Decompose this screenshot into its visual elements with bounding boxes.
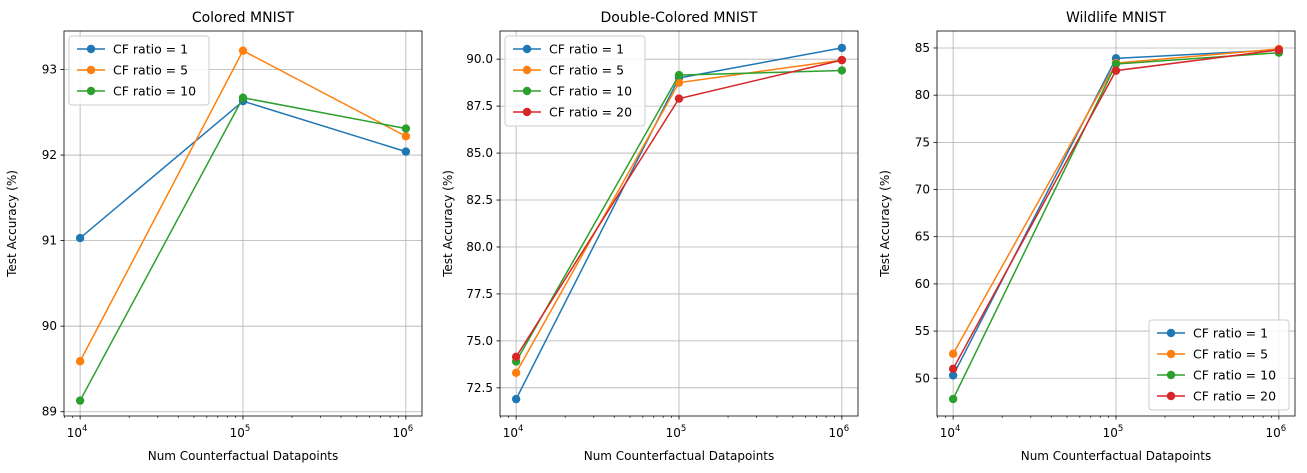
legend-marker	[522, 44, 532, 54]
data-point	[511, 394, 521, 404]
legend-marker	[1166, 391, 1176, 401]
y-tick-label: 93	[42, 63, 57, 77]
y-tick-label: 77.5	[466, 287, 493, 301]
legend-marker	[1166, 349, 1176, 359]
legend-marker	[86, 86, 96, 96]
x-tick-label: 105	[666, 424, 687, 440]
x-tick-label: 105	[230, 424, 251, 440]
chart-panel-1: 104 105 106 89 90 91 92 93 Colored MNIST Num Coun…	[5, 10, 423, 463]
legend: CF ratio = 1 CF ratio = 5 CF ratio = 10 CF …	[504, 35, 646, 127]
x-tick-label: 104	[67, 424, 88, 440]
legend-label: CF ratio = 20	[549, 105, 632, 120]
x-tick-label: 106	[1266, 424, 1287, 440]
chart-title: Double-Colored MNIST	[601, 10, 758, 26]
data-point	[948, 349, 958, 358]
legend-label: CF ratio = 20	[1193, 389, 1276, 404]
y-axis-label: Test Accuracy (%)	[441, 170, 455, 278]
data-point	[238, 93, 248, 102]
y-tick-label: 55	[915, 324, 930, 338]
x-tick-label: 105	[1103, 424, 1124, 440]
legend-label: CF ratio = 10	[549, 84, 632, 99]
x-axis-label: Num Counterfactual Datapoints	[1021, 449, 1212, 463]
y-tick-label: 80	[915, 88, 930, 102]
legend-label: CF ratio = 1	[113, 42, 188, 57]
legend: CF ratio = 1 CF ratio = 5 CF ratio = 10	[68, 35, 210, 106]
y-tick-label: 65	[915, 230, 930, 244]
legend-box	[68, 35, 210, 106]
data-point	[238, 46, 248, 55]
data-point	[1111, 66, 1121, 75]
x-tick-label: 104	[940, 424, 961, 440]
y-tick-label: 70	[915, 183, 930, 197]
legend-marker	[1166, 328, 1176, 338]
y-tick-label: 80.0	[466, 240, 493, 254]
data-point	[948, 364, 958, 374]
chart-panel-3: 104 105 106 50 55 60 65 70 75 80 85 Wildlife MNIST N…	[878, 10, 1296, 463]
x-tick-label: 104	[503, 424, 524, 440]
y-tick-label: 91	[42, 234, 57, 248]
y-tick-label: 90.0	[466, 52, 493, 66]
y-tick-label: 92	[42, 148, 57, 162]
data-point	[837, 55, 847, 65]
data-point	[837, 43, 847, 53]
legend-label: CF ratio = 5	[549, 63, 624, 78]
legend-box	[504, 35, 646, 127]
data-point	[674, 78, 684, 87]
data-point	[837, 66, 847, 75]
legend-label: CF ratio = 10	[113, 84, 196, 99]
x-tick-label: 106	[393, 424, 414, 440]
data-point	[511, 352, 521, 362]
data-point	[1111, 59, 1121, 69]
legend-marker	[522, 107, 532, 117]
legend-marker	[86, 44, 96, 54]
y-axis-label: Test Accuracy (%)	[878, 170, 892, 278]
y-tick-label: 87.5	[466, 99, 493, 113]
data-point	[674, 94, 684, 103]
data-point	[401, 147, 411, 156]
data-point	[401, 124, 411, 133]
y-tick-label: 90	[42, 319, 57, 333]
legend-label: CF ratio = 5	[1193, 347, 1268, 362]
legend-marker	[522, 86, 532, 96]
x-axis-label: Num Counterfactual Datapoints	[584, 449, 775, 463]
legend-label: CF ratio = 5	[113, 63, 188, 78]
x-tick-label: 106	[829, 424, 850, 440]
y-axis-label: Test Accuracy (%)	[5, 170, 19, 278]
legend-marker	[86, 65, 96, 75]
legend-label: CF ratio = 1	[549, 42, 624, 57]
y-tick-label: 50	[915, 371, 930, 385]
data-point	[511, 368, 521, 378]
data-point	[401, 132, 411, 141]
data-point	[75, 357, 85, 366]
data-point	[75, 233, 85, 243]
y-tick-label: 75.0	[466, 334, 493, 348]
chart-title: Wildlife MNIST	[1066, 10, 1167, 26]
y-tick-label: 89	[42, 405, 57, 419]
data-point	[674, 70, 684, 80]
data-point	[948, 394, 958, 404]
y-tick-label: 72.5	[466, 381, 493, 395]
x-axis-label: Num Counterfactual Datapoints	[148, 449, 339, 463]
legend-marker	[522, 65, 532, 75]
legend-box	[1148, 319, 1290, 411]
y-tick-label: 75	[915, 135, 930, 149]
y-tick-label: 82.5	[466, 193, 493, 207]
y-tick-label: 85	[915, 41, 930, 55]
legend: CF ratio = 1 CF ratio = 5 CF ratio = 10 CF …	[1148, 319, 1290, 411]
legend-marker	[1166, 370, 1176, 380]
y-tick-label: 85.0	[466, 146, 493, 160]
legend-label: CF ratio = 10	[1193, 368, 1276, 383]
chart-title: Colored MNIST	[192, 10, 295, 26]
legend-label: CF ratio = 1	[1193, 326, 1268, 341]
data-point	[948, 371, 958, 380]
data-point	[75, 396, 85, 405]
chart-panel-2: 104 105 106 72.5 75.0 77.5 80.0 82.5 85.0 87.5 90.…	[441, 10, 859, 463]
y-tick-label: 60	[915, 277, 930, 291]
data-point	[1274, 45, 1284, 55]
